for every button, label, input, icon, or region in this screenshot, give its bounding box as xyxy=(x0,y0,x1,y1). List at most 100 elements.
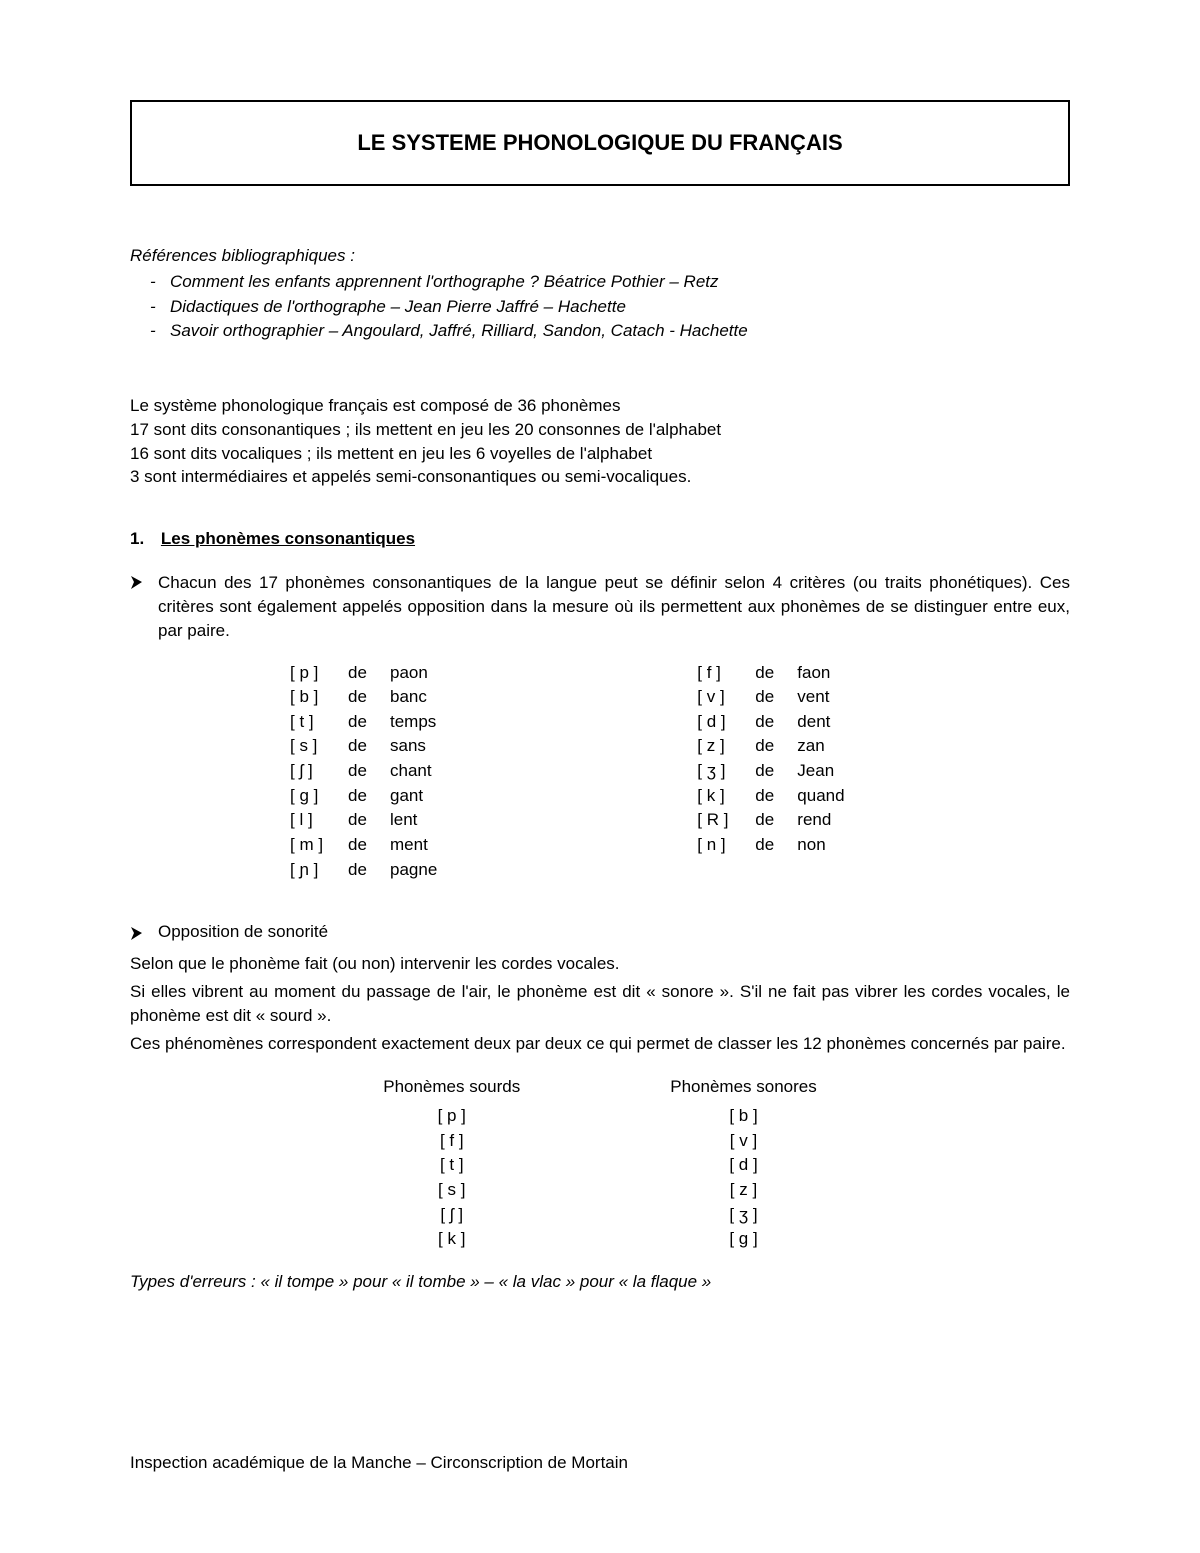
phoneme-row: [ R ] derend xyxy=(697,808,844,833)
bullet-item: Opposition de sonorité xyxy=(130,922,1070,946)
phoneme-row: [ k ]dequand xyxy=(697,784,844,809)
phoneme-symbol: [ d ] xyxy=(670,1153,816,1178)
phoneme-symbol: [ s ] xyxy=(383,1178,520,1203)
phoneme-symbol: [ v ] xyxy=(697,685,737,710)
bullet-text: Chacun des 17 phonèmes consonantiques de… xyxy=(158,571,1070,642)
phoneme-symbol: [ t ] xyxy=(383,1153,520,1178)
phoneme-row: [ g ]degant xyxy=(290,784,437,809)
phoneme-row: [ z ] dezan xyxy=(697,734,844,759)
intro-line: Le système phonologique français est com… xyxy=(130,394,1070,418)
paragraph: Selon que le phonème fait (ou non) inter… xyxy=(130,952,1070,976)
intro-line: 3 sont intermédiaires et appelés semi-co… xyxy=(130,465,1070,489)
phoneme-row: [ ʒ ]deJean xyxy=(697,759,844,784)
phoneme-row: [ b ]debanc xyxy=(290,685,437,710)
phoneme-symbol: [ m ] xyxy=(290,833,330,858)
phoneme-de: de xyxy=(348,734,372,759)
phoneme-symbol: [ ɲ ] xyxy=(290,858,330,883)
pair-column-sonores: Phonèmes sonores [ b ][ v ][ d ][ z ][ ʒ… xyxy=(670,1075,816,1251)
subsection-title: Opposition de sonorité xyxy=(158,922,328,942)
phoneme-symbol: [ p ] xyxy=(290,661,330,686)
phoneme-row: [ v ] devent xyxy=(697,685,844,710)
phoneme-symbol: [ v ] xyxy=(670,1129,816,1154)
phoneme-word: gant xyxy=(390,784,423,809)
phoneme-symbol: [ n ] xyxy=(697,833,737,858)
phoneme-symbol: [ p ] xyxy=(383,1104,520,1129)
section-title: Les phonèmes consonantiques xyxy=(161,529,415,548)
references-list: Comment les enfants apprennent l'orthogr… xyxy=(130,270,1070,344)
reference-item: Savoir orthographier – Angoulard, Jaffré… xyxy=(170,319,1070,344)
phoneme-word: chant xyxy=(390,759,432,784)
phoneme-symbol: [ ʃ ] xyxy=(383,1203,520,1228)
phoneme-word: dent xyxy=(797,710,830,735)
phoneme-column-left: [ p ]depaon[ b ]debanc[ t ]detemps[ s ]d… xyxy=(290,661,437,883)
section-heading: 1. Les phonèmes consonantiques xyxy=(130,529,1070,549)
phoneme-symbol: [ d ] xyxy=(697,710,737,735)
phoneme-symbol: [ l ] xyxy=(290,808,330,833)
arrow-right-icon xyxy=(130,925,146,941)
phoneme-symbol: [ f ] xyxy=(383,1129,520,1154)
phoneme-word: rend xyxy=(797,808,831,833)
phoneme-row: [ ʃ ]dechant xyxy=(290,759,437,784)
phoneme-de: de xyxy=(348,685,372,710)
phoneme-de: de xyxy=(755,808,779,833)
phoneme-symbol: [ b ] xyxy=(290,685,330,710)
phoneme-row: [ d ] dedent xyxy=(697,710,844,735)
phoneme-word: temps xyxy=(390,710,436,735)
phoneme-row: [ ɲ ] depagne xyxy=(290,858,437,883)
phoneme-de: de xyxy=(755,833,779,858)
references-section: Références bibliographiques : Comment le… xyxy=(130,246,1070,344)
phoneme-de: de xyxy=(755,661,779,686)
paragraph: Ces phénomènes correspondent exactement … xyxy=(130,1032,1070,1056)
reference-item: Comment les enfants apprennent l'orthogr… xyxy=(170,270,1070,295)
intro-line: 16 sont dits vocaliques ; ils mettent en… xyxy=(130,442,1070,466)
phoneme-symbol: [ t ] xyxy=(290,710,330,735)
phoneme-de: de xyxy=(755,734,779,759)
phoneme-de: de xyxy=(348,661,372,686)
phoneme-word: non xyxy=(797,833,825,858)
intro-block: Le système phonologique français est com… xyxy=(130,394,1070,489)
phoneme-symbol: [ z ] xyxy=(697,734,737,759)
phoneme-row: [ n ] denon xyxy=(697,833,844,858)
title-box: LE SYSTEME PHONOLOGIQUE DU FRANÇAIS xyxy=(130,100,1070,186)
phoneme-symbol: [ ʒ ] xyxy=(697,759,737,784)
section-number: 1. xyxy=(130,529,144,549)
phoneme-word: faon xyxy=(797,661,830,686)
phoneme-de: de xyxy=(348,858,372,883)
phoneme-row: [ l ]delent xyxy=(290,808,437,833)
phoneme-word: zan xyxy=(797,734,824,759)
phoneme-symbol: [ g ] xyxy=(290,784,330,809)
phoneme-de: de xyxy=(755,685,779,710)
phoneme-row: [ t ] detemps xyxy=(290,710,437,735)
phoneme-de: de xyxy=(348,833,372,858)
phoneme-symbol: [ b ] xyxy=(670,1104,816,1129)
phoneme-de: de xyxy=(348,710,372,735)
phoneme-symbol: [ s ] xyxy=(290,734,330,759)
phoneme-word: lent xyxy=(390,808,417,833)
phoneme-row: [ f ]defaon xyxy=(697,661,844,686)
phoneme-word: ment xyxy=(390,833,428,858)
phoneme-row: [ m ] dement xyxy=(290,833,437,858)
phoneme-symbol: [ g ] xyxy=(670,1227,816,1252)
phoneme-columns: [ p ]depaon[ b ]debanc[ t ]detemps[ s ]d… xyxy=(130,661,1070,883)
phoneme-de: de xyxy=(755,710,779,735)
phoneme-word: paon xyxy=(390,661,428,686)
arrow-right-icon xyxy=(130,574,146,590)
phoneme-word: vent xyxy=(797,685,829,710)
references-heading: Références bibliographiques : xyxy=(130,246,1070,266)
phoneme-symbol: [ R ] xyxy=(697,808,737,833)
phoneme-de: de xyxy=(755,784,779,809)
phoneme-pair-table: Phonèmes sourds [ p ][ f ][ t ][ s ][ ʃ … xyxy=(130,1075,1070,1251)
document-page: LE SYSTEME PHONOLOGIQUE DU FRANÇAIS Réfé… xyxy=(0,0,1200,1553)
phoneme-row: [ p ] depaon xyxy=(290,661,437,686)
pair-column-sourds: Phonèmes sourds [ p ][ f ][ t ][ s ][ ʃ … xyxy=(383,1075,520,1251)
intro-line: 17 sont dits consonantiques ; ils metten… xyxy=(130,418,1070,442)
phoneme-symbol: [ ʒ ] xyxy=(670,1203,816,1228)
phoneme-word: pagne xyxy=(390,858,437,883)
phoneme-de: de xyxy=(755,759,779,784)
phoneme-de: de xyxy=(348,759,372,784)
phoneme-symbol: [ z ] xyxy=(670,1178,816,1203)
page-title: LE SYSTEME PHONOLOGIQUE DU FRANÇAIS xyxy=(152,130,1048,156)
page-footer: Inspection académique de la Manche – Cir… xyxy=(130,1453,628,1473)
reference-item: Didactiques de l'orthographe – Jean Pier… xyxy=(170,295,1070,320)
pair-column-header: Phonèmes sourds xyxy=(383,1075,520,1100)
